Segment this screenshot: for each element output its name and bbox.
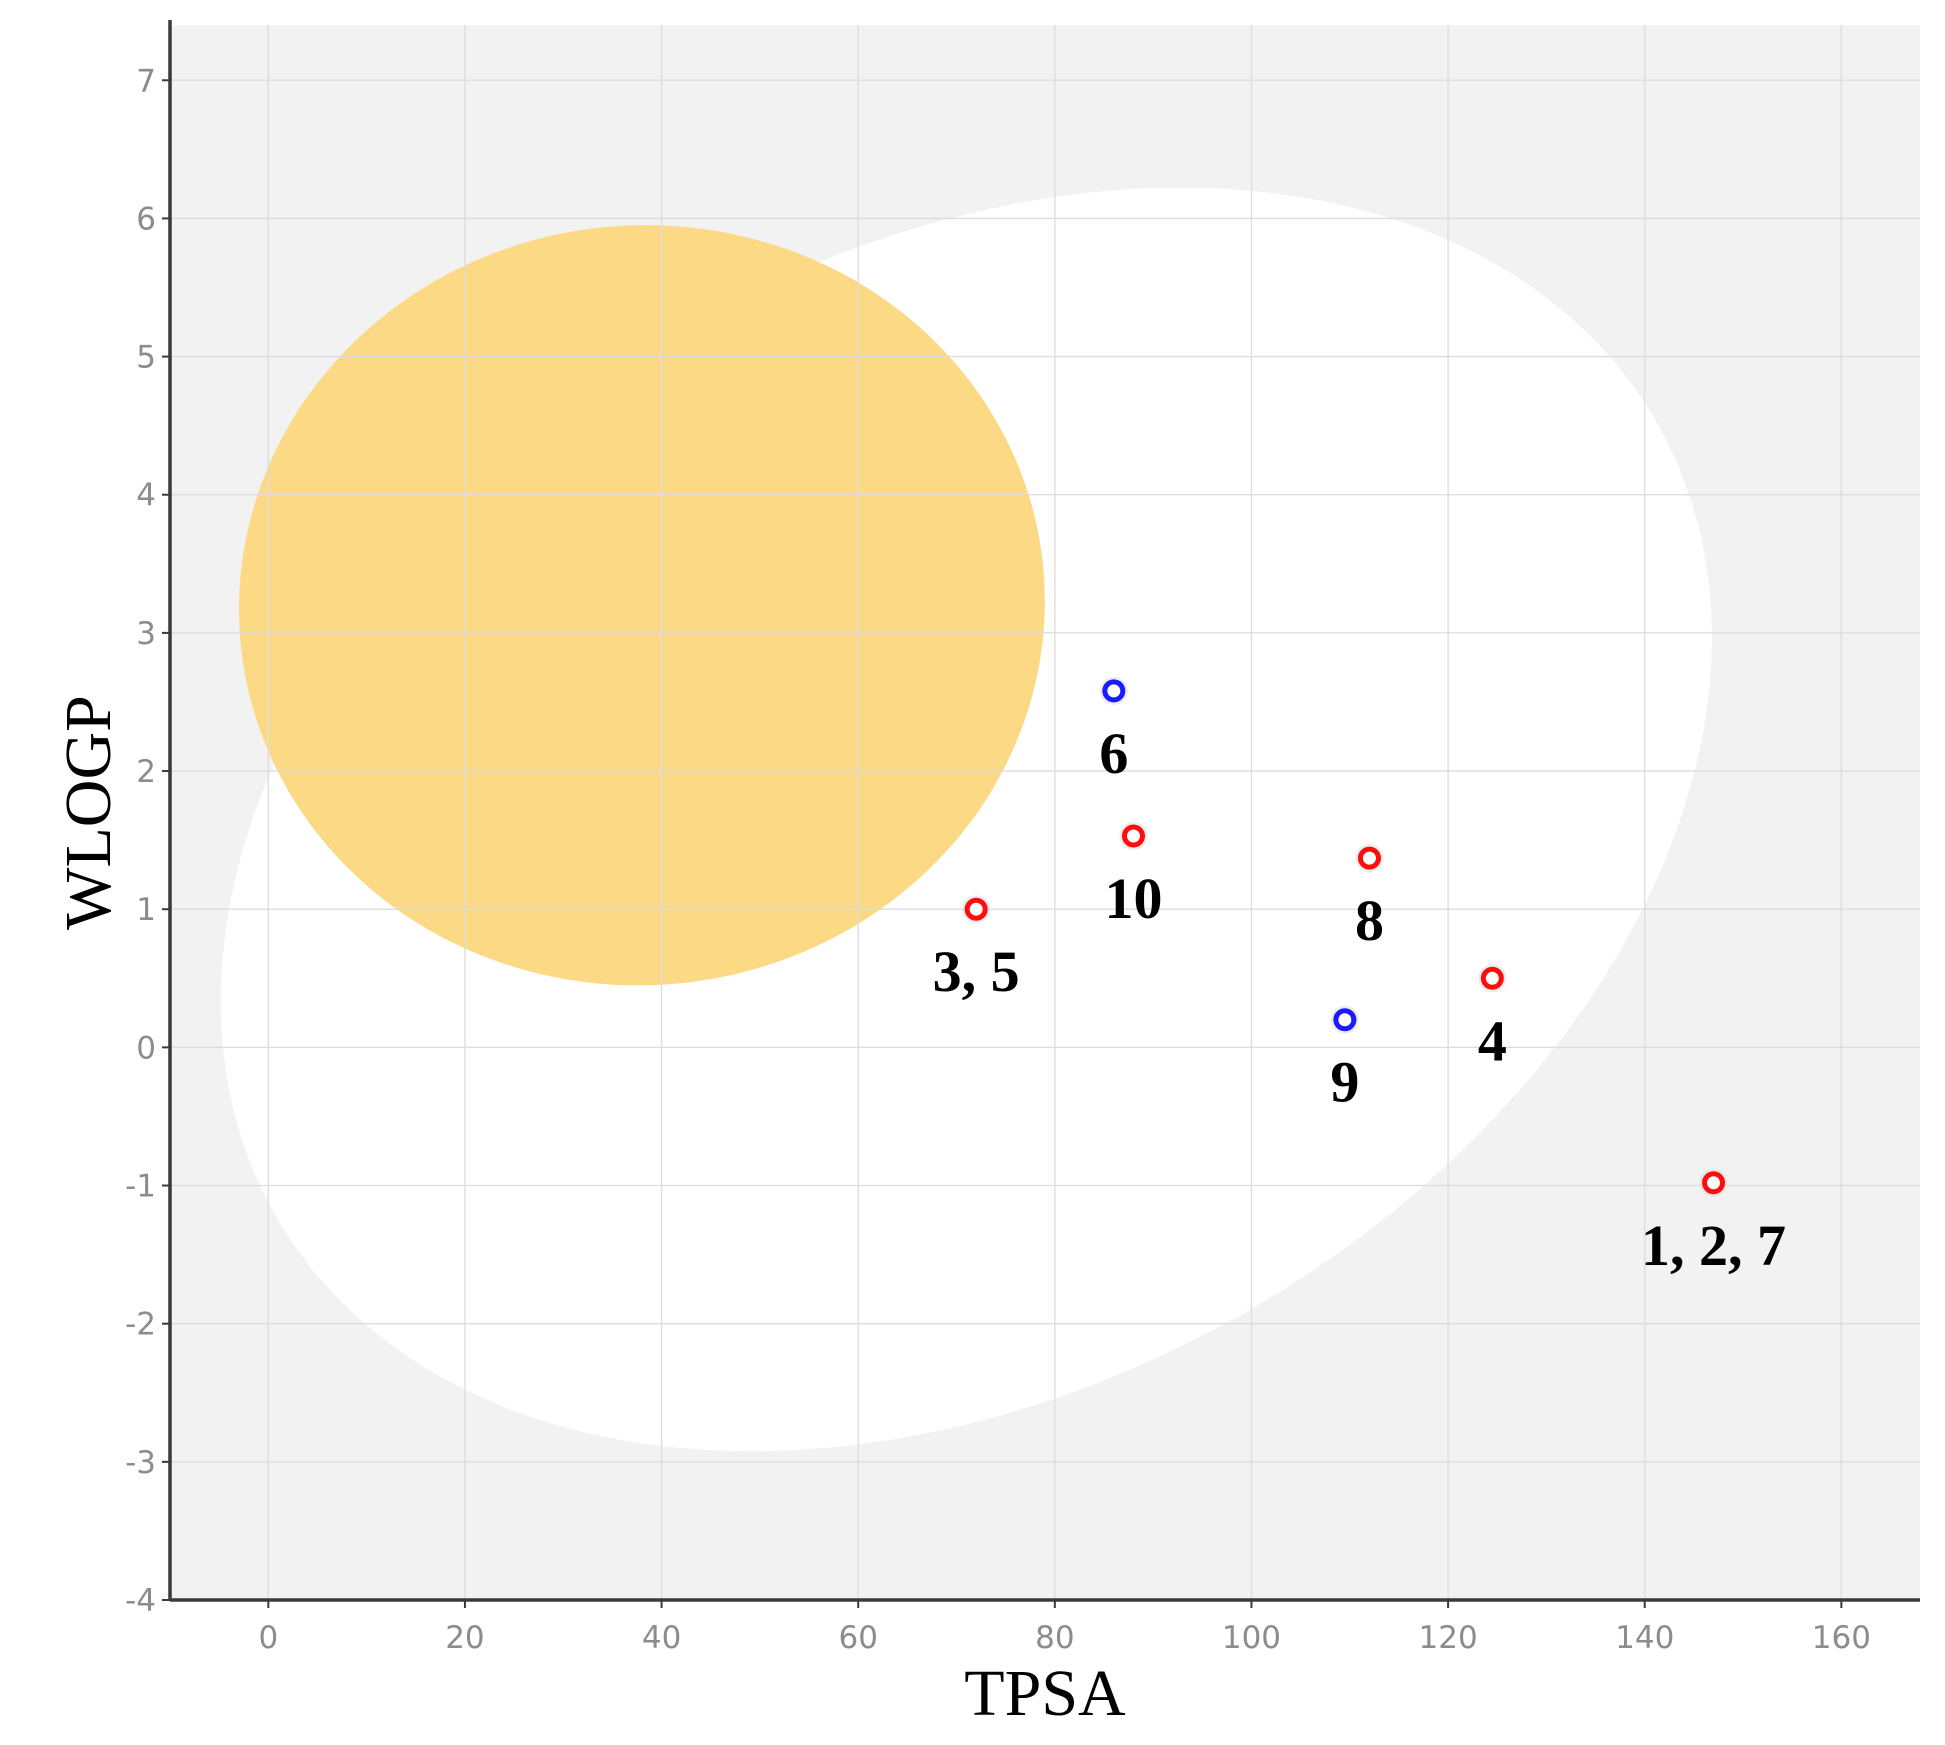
data-point — [1102, 679, 1126, 703]
data-point — [1357, 846, 1381, 870]
data-point — [1333, 1008, 1357, 1032]
data-point — [964, 897, 988, 921]
y-tick-label: 4 — [136, 478, 156, 514]
data-point — [1702, 1171, 1726, 1195]
x-tick-label: 160 — [1812, 1620, 1871, 1656]
y-tick-label: -3 — [125, 1445, 156, 1481]
y-tick-label: 2 — [136, 754, 156, 790]
x-tick-label: 20 — [445, 1620, 484, 1656]
x-tick-label: 80 — [1035, 1620, 1074, 1656]
y-tick-label: -1 — [125, 1169, 156, 1205]
data-point-label: 4 — [1478, 1008, 1507, 1073]
y-tick-label: -2 — [125, 1307, 156, 1343]
y-tick-label: 7 — [136, 63, 156, 99]
x-tick-label: 120 — [1419, 1620, 1478, 1656]
x-tick-label: 60 — [838, 1620, 877, 1656]
data-point-label: 1, 2, 7 — [1641, 1213, 1786, 1278]
x-tick-label: 40 — [642, 1620, 681, 1656]
x-tick-label: 140 — [1615, 1620, 1674, 1656]
x-tick-label: 100 — [1222, 1620, 1281, 1656]
data-point — [1480, 966, 1504, 990]
data-point-label: 10 — [1104, 866, 1162, 931]
x-tick-label: 0 — [258, 1620, 278, 1656]
y-tick-label: 6 — [136, 201, 156, 237]
x-axis-title: TPSA — [964, 1657, 1126, 1730]
data-point-label: 9 — [1330, 1050, 1359, 1115]
y-tick-label: 1 — [136, 892, 156, 928]
y-tick-label: 0 — [136, 1030, 156, 1066]
y-tick-label: 5 — [136, 340, 156, 376]
y-tick-label: 3 — [136, 616, 156, 652]
data-point — [1121, 824, 1145, 848]
y-axis-title: WLOGP — [52, 695, 125, 930]
y-tick-label: -4 — [125, 1583, 156, 1619]
data-point-label: 3, 5 — [933, 939, 1020, 1004]
data-point-label: 6 — [1099, 721, 1128, 786]
data-point-label: 8 — [1355, 888, 1384, 953]
yolk-region — [238, 225, 1045, 986]
